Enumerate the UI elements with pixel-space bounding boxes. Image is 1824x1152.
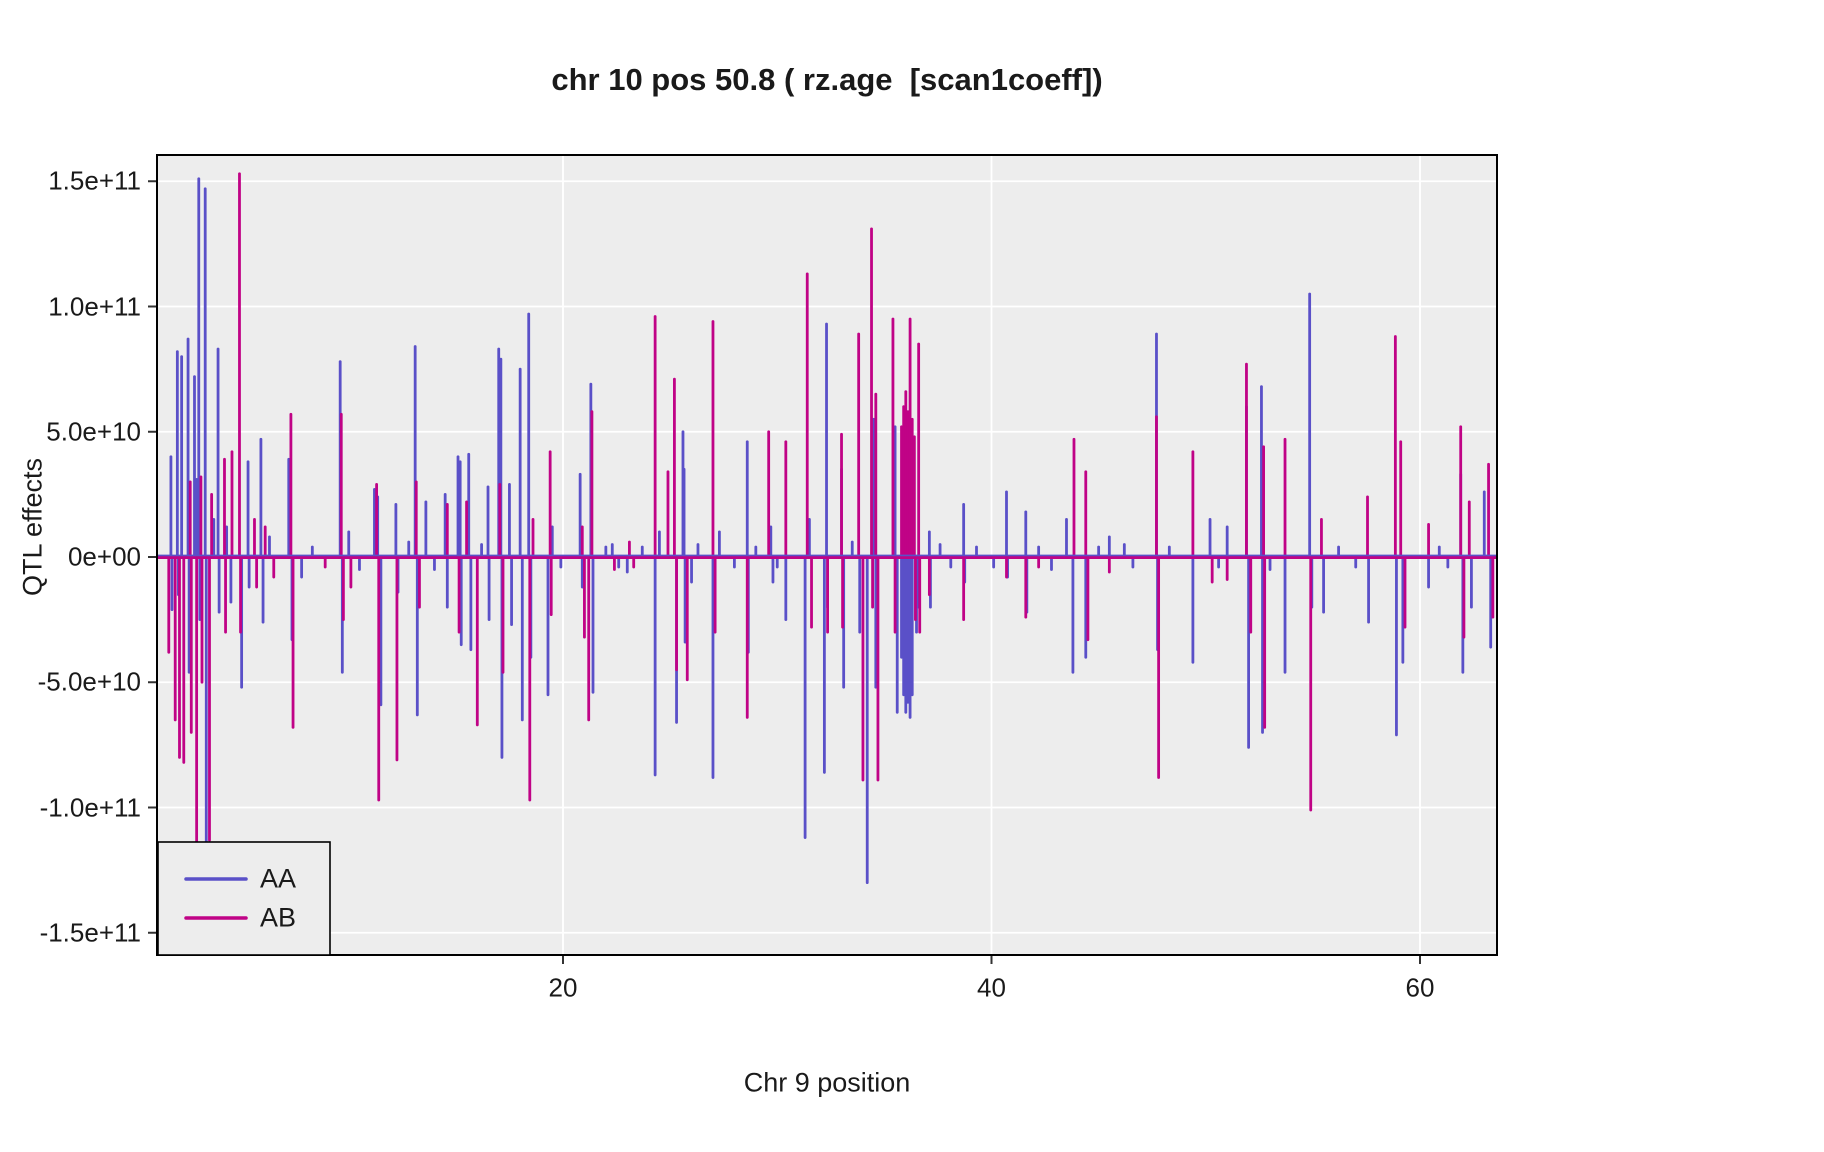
y-tick-label: -1.0e+11 — [39, 792, 141, 822]
legend-label-AA: AA — [260, 863, 297, 894]
y-tick-label: -1.5e+11 — [39, 917, 141, 948]
legend-label-AB: AB — [260, 902, 297, 933]
x-axis-title: Chr 9 position — [743, 1067, 911, 1098]
y-tick-label: 1.0e+11 — [48, 291, 141, 321]
y-tick-label: -5.0e+10 — [37, 666, 141, 697]
chart-title: chr 10 pos 50.8 ( rz.age [scan1coeff]) — [551, 62, 1103, 97]
y-axis-title: QTL effects — [17, 457, 48, 597]
series-AB — [167, 172, 1495, 847]
y-tick-label: 1.5e+11 — [48, 165, 141, 196]
legend-box — [157, 841, 331, 956]
x-tick-label: 40 — [977, 972, 1006, 1003]
x-tick-label: 60 — [1405, 972, 1435, 1003]
panel-border — [156, 154, 1498, 956]
x-tick-label: 20 — [548, 972, 578, 1003]
y-tick-label: 0e+00 — [67, 541, 141, 572]
y-tick-label: 5.0e+10 — [46, 416, 141, 447]
